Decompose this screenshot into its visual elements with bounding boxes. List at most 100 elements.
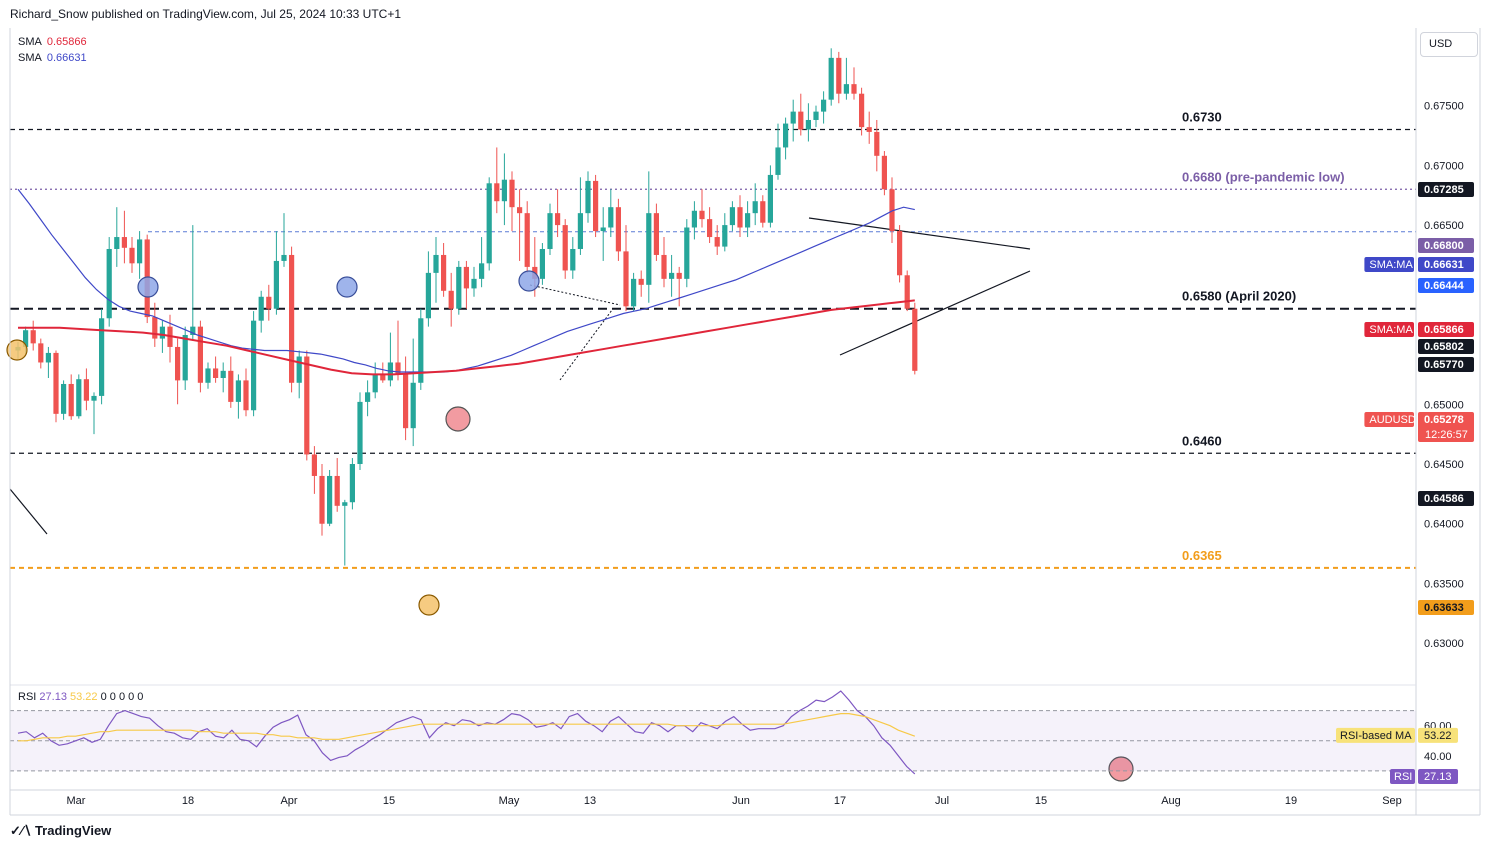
price-tick-label: 0.65000	[1424, 399, 1464, 411]
candle-body	[851, 84, 857, 94]
candle-body	[456, 266, 462, 309]
candle-body	[646, 213, 652, 285]
price-label-box	[1418, 238, 1474, 253]
candle-body	[213, 368, 219, 379]
price-tick-label: 0.66500	[1424, 220, 1464, 232]
candle-body	[897, 231, 903, 276]
candle-body	[349, 464, 355, 503]
candle-body	[684, 227, 690, 279]
candle-body	[821, 99, 827, 112]
candle-body	[494, 183, 500, 202]
pivot-marker-orange	[418, 594, 440, 616]
rsi-ma-value: 53.22	[1424, 730, 1452, 742]
candle-body	[190, 326, 196, 335]
candle-body	[859, 93, 865, 128]
candles	[15, 48, 918, 566]
candle-body	[365, 392, 371, 402]
candle-body	[334, 475, 340, 506]
price-label-box	[1418, 491, 1474, 506]
candle-body	[448, 290, 454, 309]
candle-body	[251, 320, 257, 411]
tradingview-logo[interactable]: ✓∕∖ TradingView	[10, 823, 112, 838]
candle-body	[653, 213, 659, 255]
legend-sma-long[interactable]: SMA 0.65866	[18, 36, 87, 48]
time-tick-label: 15	[383, 795, 395, 807]
pivot-marker-blue	[518, 270, 540, 292]
candle-body	[121, 237, 127, 248]
candle-body	[182, 334, 188, 381]
candle-body	[669, 272, 675, 279]
legend-sma-short[interactable]: SMA 0.66631	[18, 52, 87, 64]
candle-body	[600, 227, 606, 232]
candle-body	[137, 239, 143, 264]
candle-body	[547, 213, 553, 249]
candle-body	[380, 374, 386, 381]
rsi-value-box	[1418, 769, 1458, 784]
candle-body	[912, 308, 918, 371]
candle-body	[30, 330, 36, 344]
level-annotation: 0.6365	[1182, 548, 1222, 563]
time-tick-label: Sep	[1382, 795, 1402, 807]
pivot-marker-red	[445, 406, 471, 432]
pivot-marker-blue	[137, 276, 159, 298]
candle-body	[395, 362, 401, 375]
price-tag: SMA:MA	[1369, 324, 1413, 336]
time-tick-label: 13	[584, 795, 596, 807]
candle-body	[99, 318, 105, 396]
candle-body	[585, 180, 591, 214]
candle-body	[517, 207, 523, 214]
rsi-legend-extra: 0 0 0 0 0	[100, 691, 144, 703]
wedge-lower	[559, 309, 613, 381]
pivot-marker-blue	[336, 276, 358, 298]
candle-body	[228, 370, 234, 402]
candle-body	[471, 278, 477, 289]
time-tick-label: Apr	[280, 795, 297, 807]
candle-body	[881, 155, 887, 190]
price-countdown: 12:26:57	[1425, 429, 1468, 441]
candle-body	[904, 275, 910, 309]
sma-short-line	[17, 188, 915, 373]
price-tick-label: 0.67000	[1424, 160, 1464, 172]
candle-body	[266, 296, 272, 309]
price-tag: SMA:MA	[1369, 259, 1413, 271]
candle-body	[114, 237, 120, 249]
rsi-tick-label: 40.00	[1424, 751, 1452, 763]
rsi-tag-box	[1390, 769, 1415, 784]
candle-body	[866, 127, 872, 132]
candle-body	[760, 201, 766, 223]
price-tick-label: 0.67500	[1424, 101, 1464, 113]
candle-body	[889, 189, 895, 232]
indicator-legend: SMA 0.65866 SMA 0.66631	[18, 34, 87, 66]
rsi-line	[17, 690, 916, 775]
candle-body	[441, 254, 447, 291]
candle-body	[714, 237, 720, 247]
price-tag: AUDUSD	[1369, 414, 1416, 426]
candle-body	[410, 382, 416, 429]
candle-body	[76, 379, 82, 417]
time-tick-label: 19	[1285, 795, 1297, 807]
candle-body	[722, 225, 728, 247]
price-label-box	[1418, 322, 1474, 337]
candle-body	[745, 213, 751, 228]
currency-selector[interactable]: USD	[1420, 32, 1478, 57]
price-label: 0.66631	[1424, 259, 1464, 271]
candle-body	[296, 356, 302, 383]
candle-body	[463, 266, 469, 289]
time-tick-label: May	[499, 795, 520, 807]
price-label: 0.67285	[1424, 184, 1464, 196]
price-tick-label: 0.63500	[1424, 578, 1464, 590]
price-label: 0.65770	[1424, 359, 1464, 371]
candle-body	[425, 272, 431, 319]
pivot-marker-orange	[6, 339, 28, 361]
price-label-box	[1418, 182, 1474, 197]
trendlines	[9, 217, 1031, 535]
candle-body	[775, 147, 781, 175]
price-label-box	[1418, 257, 1474, 272]
price-tag-box	[1364, 322, 1414, 337]
candle-body	[152, 317, 158, 339]
rsi-ma-tag-box	[1336, 727, 1415, 743]
price-tick-label: 0.63000	[1424, 638, 1464, 650]
candle-body	[23, 330, 29, 347]
